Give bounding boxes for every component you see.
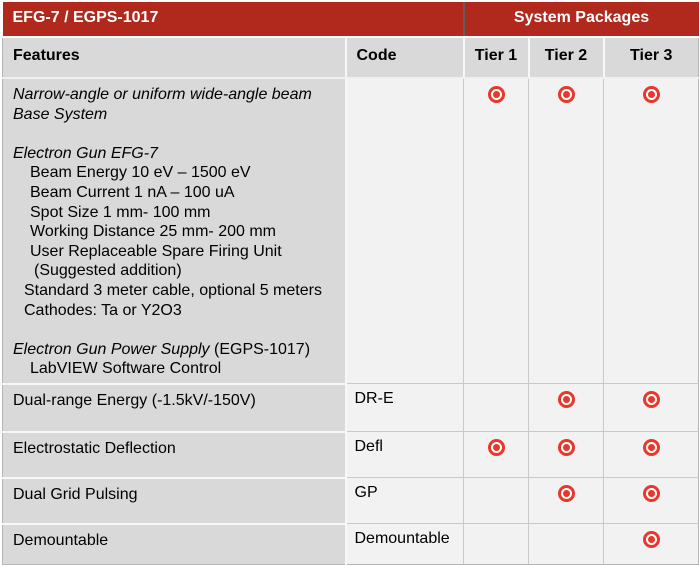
tier-cell [528, 477, 604, 525]
feature-line: (Suggested addition) [34, 262, 182, 280]
column-header-tier1: Tier 1 [462, 37, 529, 79]
feature-cell: Electrostatic Deflection [2, 431, 347, 479]
feature-cell: Dual Grid Pulsing [2, 477, 347, 525]
tier-cell [528, 431, 604, 479]
included-bullet-icon [642, 531, 660, 549]
feature-line-segment: (EGPS-1017) [209, 340, 311, 358]
feature-line: Electron Gun EFG-7 [13, 144, 158, 162]
option-row: Electrostatic Deflection Defl [2, 431, 700, 479]
tier-cell [603, 477, 700, 525]
feature-line: Cathodes: Ta or Y2O3 [24, 301, 182, 319]
code-cell: Demountable [345, 523, 464, 566]
feature-line: Spot Size 1 mm- 100 mm [30, 203, 211, 221]
system-packages-header: System Packages [462, 2, 699, 38]
tier-cell [528, 523, 604, 566]
feature-line: User Replaceable Spare Firing Unit [30, 242, 282, 260]
tier-cell [603, 78, 700, 385]
feature-label: Dual-range Energy (-1.5kV/-150V) [13, 391, 256, 409]
table-title: EFG-7 / EGPS-1017 [2, 2, 464, 38]
tier-cell [528, 78, 604, 385]
option-row: Dual-range Energy (-1.5kV/-150V) DR-E [2, 383, 700, 433]
tier-cell [463, 383, 529, 433]
tier-cell [463, 477, 529, 525]
feature-cell: Dual-range Energy (-1.5kV/-150V) [2, 383, 347, 433]
base-system-row: Narrow-angle or uniform wide-angle beam B… [2, 78, 700, 385]
feature-label: Demountable [13, 531, 109, 549]
feature-line: LabVIEW Software Control [30, 360, 222, 378]
code-cell [345, 78, 464, 385]
code-cell: Defl [345, 431, 464, 479]
column-header-tier3: Tier 3 [602, 37, 700, 79]
column-header-code: Code [344, 37, 464, 79]
feature-label: Electrostatic Deflection [13, 439, 176, 457]
feature-line: Beam Energy 10 eV – 1500 eV [30, 164, 251, 182]
feature-line: Working Distance 25 mm- 200 mm [30, 223, 276, 241]
included-bullet-icon [557, 391, 575, 409]
option-row: Demountable Demountable [2, 523, 700, 566]
code-cell: DR-E [345, 383, 464, 433]
tier-cell [463, 523, 529, 566]
included-bullet-icon [642, 439, 660, 457]
feature-line [13, 320, 337, 340]
feature-line: Beam Current 1 nA – 100 uA [30, 183, 235, 201]
feature-line: Base System [13, 105, 108, 123]
included-bullet-icon [557, 86, 575, 103]
banner-row: EFG-7 / EGPS-1017 System Packages [2, 2, 699, 38]
table-body: Narrow-angle or uniform wide-angle beam B… [2, 78, 700, 566]
feature-line: Standard 3 meter cable, optional 5 meter… [24, 281, 322, 299]
option-row: Dual Grid Pulsing GP [2, 477, 700, 525]
column-header-tier2: Tier 2 [527, 37, 604, 79]
feature-cell: Demountable [2, 523, 347, 566]
feature-line: Narrow-angle or uniform wide-angle beam [13, 86, 312, 103]
base-system-description: Narrow-angle or uniform wide-angle beam B… [13, 85, 337, 379]
feature-line: Electron Gun Power Supply (EGPS-1017) [13, 340, 337, 360]
feature-line [13, 124, 337, 144]
tier-cell [463, 78, 529, 385]
tier-cell [603, 383, 700, 433]
code-label: Defl [354, 438, 383, 456]
tier-cell [528, 383, 604, 433]
tier-cell [603, 523, 700, 566]
included-bullet-icon [642, 485, 660, 503]
included-bullet-icon [487, 86, 505, 103]
code-label: DR-E [354, 390, 394, 408]
feature-line-segment: Electron Gun Power Supply [13, 340, 210, 358]
base-system-description-cell: Narrow-angle or uniform wide-angle beam B… [2, 78, 347, 385]
feature-label: Dual Grid Pulsing [13, 485, 138, 503]
code-cell: GP [345, 477, 464, 525]
tier-cell [463, 431, 529, 479]
code-label: Demountable [354, 530, 450, 548]
tier-cell [603, 431, 700, 479]
included-bullet-icon [557, 485, 575, 503]
code-label: GP [354, 484, 378, 502]
column-header-row: Features Code Tier 1 Tier 2 Tier 3 [2, 37, 700, 79]
included-bullet-icon [642, 391, 660, 409]
included-bullet-icon [487, 439, 505, 457]
included-bullet-icon [557, 439, 575, 457]
included-bullet-icon [642, 86, 660, 103]
column-header-features: Features [2, 37, 346, 79]
